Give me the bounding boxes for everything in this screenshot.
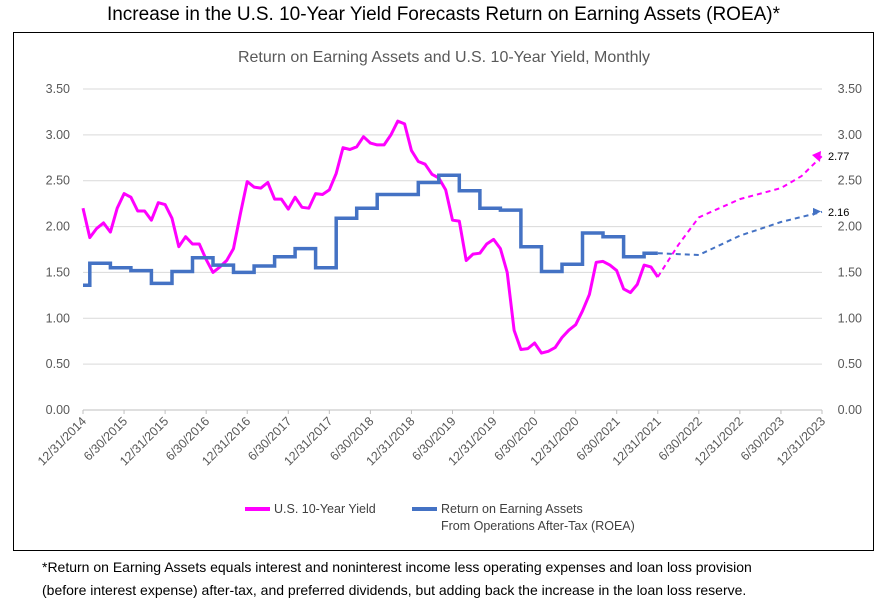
y-tick-label-right: 2.50 <box>838 174 862 188</box>
y-tick-label: 2.50 <box>46 174 70 188</box>
x-axis: 12/31/20146/30/201512/31/20156/30/201612… <box>35 410 828 468</box>
y-tick-label: 0.00 <box>46 403 70 417</box>
y-tick-label-right: 1.00 <box>838 311 862 325</box>
footnote: *Return on Earning Assets equals interes… <box>42 556 872 602</box>
y-tick-label: 0.50 <box>46 357 70 371</box>
end-label-roea: 2.16 <box>828 207 849 219</box>
footnote-line-2: (before interest expense) after-tax, and… <box>42 582 747 598</box>
chart-frame <box>13 32 874 551</box>
y-tick-label-right: 1.50 <box>838 265 862 279</box>
end-label-yield: 2.77 <box>828 151 849 163</box>
y-tick-label: 3.00 <box>46 128 70 142</box>
y-tick-label-right: 3.00 <box>838 128 862 142</box>
x-tick-label: 12/31/2014 <box>35 414 89 468</box>
page-title: Increase in the U.S. 10-Year Yield Forec… <box>106 4 781 25</box>
legend-label-roea-line1: Return on Earning Assets <box>441 502 583 516</box>
arrowhead-roea <box>813 207 821 216</box>
y-tick-label: 2.00 <box>46 220 70 234</box>
legend: U.S. 10-Year Yield Return on Earning Ass… <box>245 502 635 533</box>
chart-title: Return on Earning Assets and U.S. 10-Yea… <box>238 49 650 66</box>
forecast-line-yield <box>656 155 823 278</box>
y-axis-right: 0.00 0.50 1.00 1.50 2.00 2.50 3.00 3.50 <box>838 82 862 417</box>
y-tick-label-right: 0.00 <box>838 403 862 417</box>
series-line-yield <box>81 119 660 355</box>
y-tick-label: 1.00 <box>46 311 70 325</box>
y-tick-label-right: 2.00 <box>838 220 862 234</box>
legend-label-yield: U.S. 10-Year Yield <box>274 502 376 516</box>
arrowhead-yield <box>812 150 821 162</box>
series-line-roea <box>83 173 658 288</box>
y-tick-label: 1.50 <box>46 265 70 279</box>
line-chart: Return on Earning Assets and U.S. 10-Yea… <box>35 49 862 533</box>
y-axis-left: 0.00 0.50 1.00 1.50 2.00 2.50 3.00 3.50 <box>46 82 70 417</box>
series-layer: 2.77 2.16 <box>81 119 849 355</box>
forecast-line-roea <box>657 210 823 257</box>
y-tick-label-right: 0.50 <box>838 357 862 371</box>
footnote-line-1: *Return on Earning Assets equals interes… <box>42 559 752 575</box>
legend-label-roea-line2: From Operations After-Tax (ROEA) <box>441 519 635 533</box>
y-tick-label: 3.50 <box>46 82 70 96</box>
y-tick-label-right: 3.50 <box>838 82 862 96</box>
